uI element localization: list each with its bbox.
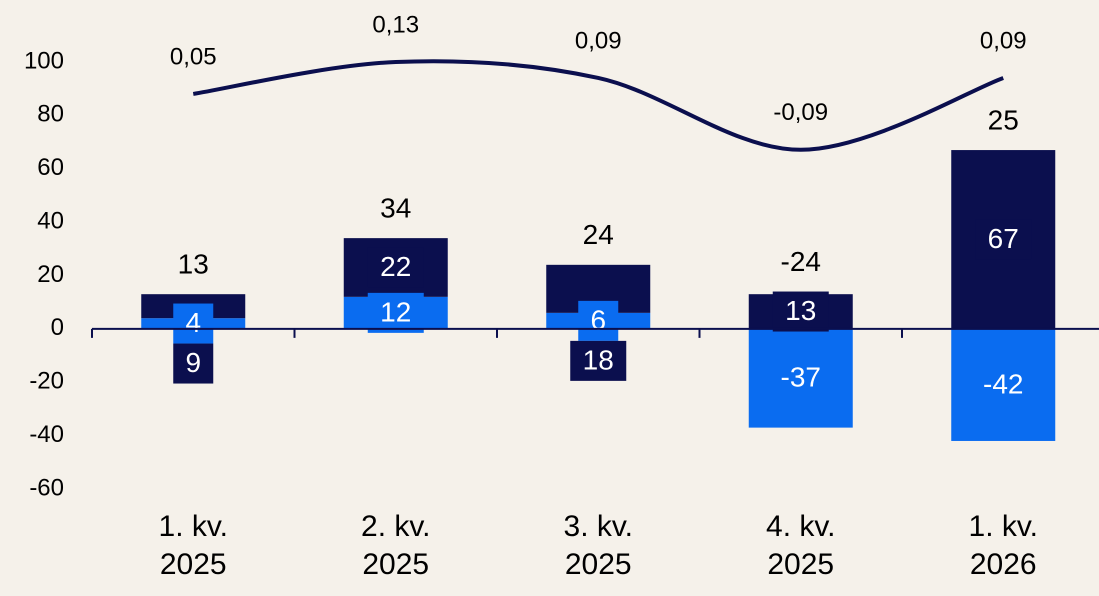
- y-tick-label: -60: [29, 474, 64, 501]
- line-label: 0,13: [372, 11, 419, 38]
- data-label-box: [975, 219, 1032, 260]
- total-label: 25: [988, 104, 1019, 135]
- data-label: 6: [590, 304, 606, 335]
- data-label: 22: [380, 251, 411, 282]
- data-label: 9: [185, 347, 201, 378]
- data-label: -37: [781, 362, 821, 393]
- line-label: -0,09: [773, 99, 828, 126]
- y-tick-label: -20: [29, 368, 64, 395]
- y-tick-label: 20: [37, 261, 64, 288]
- total-label: -24: [781, 246, 821, 277]
- x-tick-label: 1. kv. 2026: [968, 510, 1038, 581]
- line-label: 0,09: [575, 27, 622, 54]
- line: [192, 59, 1004, 152]
- data-label: 67: [988, 223, 1019, 254]
- data-label-box: [570, 340, 627, 381]
- data-label-box: [578, 300, 619, 341]
- x-tick-label: 2. kv. 2025: [361, 510, 431, 581]
- data-label: -42: [983, 368, 1023, 399]
- data-label-box: [173, 303, 214, 344]
- data-label: 4: [185, 307, 201, 338]
- data-label: 12: [380, 296, 411, 327]
- y-tick-label: 100: [24, 47, 64, 74]
- data-label: 13: [785, 295, 816, 326]
- data-label-box: [764, 358, 837, 399]
- total-label: 34: [380, 193, 411, 224]
- y-tick-label: 40: [37, 207, 64, 234]
- y-tick-label: -40: [29, 421, 64, 448]
- x-tick-label: 3. kv. 2025: [563, 510, 633, 581]
- x-tick-label: 1. kv. 2025: [158, 510, 228, 581]
- data-label-box: [967, 364, 1040, 405]
- data-label: 18: [583, 344, 614, 375]
- total-label: 13: [178, 249, 209, 280]
- data-label-box: [367, 247, 424, 288]
- data-label-box: [367, 292, 424, 333]
- data-label-box: [772, 291, 829, 332]
- y-tick-label: 0: [51, 314, 64, 341]
- line-label: 0,09: [980, 27, 1027, 54]
- data-label-box: [173, 343, 214, 384]
- y-tick-label: 80: [37, 101, 64, 128]
- line-label: 0,05: [170, 43, 217, 70]
- x-tick-label: 4. kv. 2025: [766, 510, 836, 581]
- total-label: 24: [583, 219, 614, 250]
- y-tick-label: 60: [37, 154, 64, 181]
